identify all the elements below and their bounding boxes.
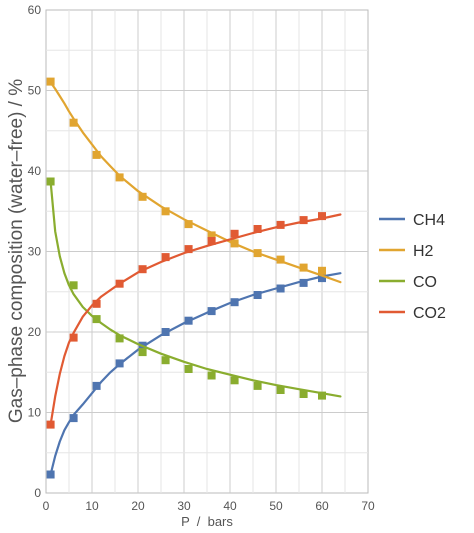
series-layer bbox=[46, 77, 342, 479]
data-point-ch4 bbox=[230, 298, 239, 307]
data-point-co2 bbox=[46, 420, 55, 429]
data-point-h2 bbox=[207, 231, 216, 240]
legend-item-co2: CO2 bbox=[379, 305, 446, 322]
data-point-h2 bbox=[299, 263, 308, 272]
data-point-ch4 bbox=[253, 291, 262, 299]
data-point-ch4 bbox=[299, 278, 308, 287]
y-axis-ticks: 0 10 20 30 40 50 60 bbox=[28, 3, 42, 500]
data-point-ch4 bbox=[69, 414, 78, 423]
y-tick-label: 40 bbox=[28, 164, 42, 178]
x-tick-label: 10 bbox=[85, 499, 99, 513]
data-point-co bbox=[184, 365, 193, 373]
data-point-co2 bbox=[230, 229, 239, 238]
y-tick-label: 30 bbox=[28, 245, 42, 259]
x-tick-label: 0 bbox=[43, 499, 50, 513]
series-h2 bbox=[46, 77, 342, 284]
y-tick-label: 10 bbox=[28, 406, 42, 420]
series-co2 bbox=[46, 212, 342, 429]
data-point-h2 bbox=[184, 220, 193, 229]
data-point-h2 bbox=[318, 266, 326, 275]
data-point-h2 bbox=[230, 239, 239, 248]
data-point-co2 bbox=[299, 216, 308, 225]
x-tick-label: 20 bbox=[131, 499, 145, 513]
data-point-co2 bbox=[69, 333, 78, 342]
data-point-h2 bbox=[253, 249, 262, 258]
data-point-co2 bbox=[207, 237, 216, 245]
data-point-h2 bbox=[115, 173, 124, 182]
legend-label: CO bbox=[413, 274, 437, 291]
data-point-ch4 bbox=[46, 470, 55, 479]
y-tick-label: 0 bbox=[34, 486, 41, 500]
y-tick-label: 60 bbox=[28, 3, 42, 17]
x-tick-label: 40 bbox=[223, 499, 237, 513]
legend-label: CH4 bbox=[413, 212, 445, 229]
y-tick-label: 20 bbox=[28, 325, 42, 339]
data-point-co2 bbox=[253, 225, 262, 233]
x-tick-label: 30 bbox=[177, 499, 191, 513]
data-point-h2 bbox=[46, 77, 55, 86]
data-point-co2 bbox=[138, 265, 147, 274]
legend-item-co: CO bbox=[379, 274, 437, 291]
data-point-h2 bbox=[276, 255, 285, 264]
legend: CH4 H2 CO CO2 bbox=[379, 212, 446, 322]
data-point-co bbox=[318, 391, 326, 400]
data-point-ch4 bbox=[207, 307, 216, 316]
data-point-co bbox=[276, 386, 285, 394]
legend-item-h2: H2 bbox=[379, 243, 434, 260]
x-tick-label: 50 bbox=[269, 499, 283, 513]
x-tick-label: 70 bbox=[361, 499, 375, 513]
data-point-h2 bbox=[92, 150, 101, 159]
data-point-ch4 bbox=[115, 359, 124, 368]
legend-item-ch4: CH4 bbox=[379, 212, 445, 229]
x-tick-label: 60 bbox=[315, 499, 329, 513]
data-point-co bbox=[207, 371, 216, 380]
data-point-co bbox=[46, 177, 55, 186]
data-point-h2 bbox=[69, 118, 78, 127]
data-point-co2 bbox=[115, 279, 124, 288]
data-point-co bbox=[92, 315, 101, 324]
data-point-co bbox=[115, 334, 124, 343]
data-point-h2 bbox=[161, 207, 170, 216]
legend-label: CO2 bbox=[413, 305, 446, 322]
data-point-co bbox=[253, 381, 262, 390]
data-point-co2 bbox=[161, 253, 170, 262]
series-ch4 bbox=[46, 272, 342, 479]
series-co bbox=[46, 177, 342, 400]
grid-lines bbox=[46, 10, 368, 493]
data-point-ch4 bbox=[318, 274, 326, 283]
data-point-ch4 bbox=[161, 328, 170, 336]
y-tick-label: 50 bbox=[28, 84, 42, 98]
data-point-co2 bbox=[318, 212, 326, 221]
data-point-ch4 bbox=[276, 284, 285, 293]
data-point-co2 bbox=[276, 220, 285, 229]
data-point-co bbox=[138, 348, 147, 357]
data-point-co bbox=[161, 356, 170, 365]
data-point-co bbox=[230, 376, 239, 385]
y-axis-title: Gas–phase composition (water–free) / % bbox=[6, 79, 27, 423]
data-point-h2 bbox=[138, 192, 147, 201]
data-point-co bbox=[299, 390, 308, 398]
data-point-co2 bbox=[184, 245, 193, 254]
x-axis-ticks: 0 10 20 30 40 50 60 70 bbox=[43, 499, 375, 513]
data-point-co bbox=[69, 281, 78, 290]
legend-label: H2 bbox=[413, 243, 434, 260]
data-point-ch4 bbox=[92, 381, 101, 390]
x-axis-title: P / bars bbox=[181, 514, 233, 529]
data-point-ch4 bbox=[184, 316, 193, 325]
data-point-co2 bbox=[92, 299, 101, 308]
